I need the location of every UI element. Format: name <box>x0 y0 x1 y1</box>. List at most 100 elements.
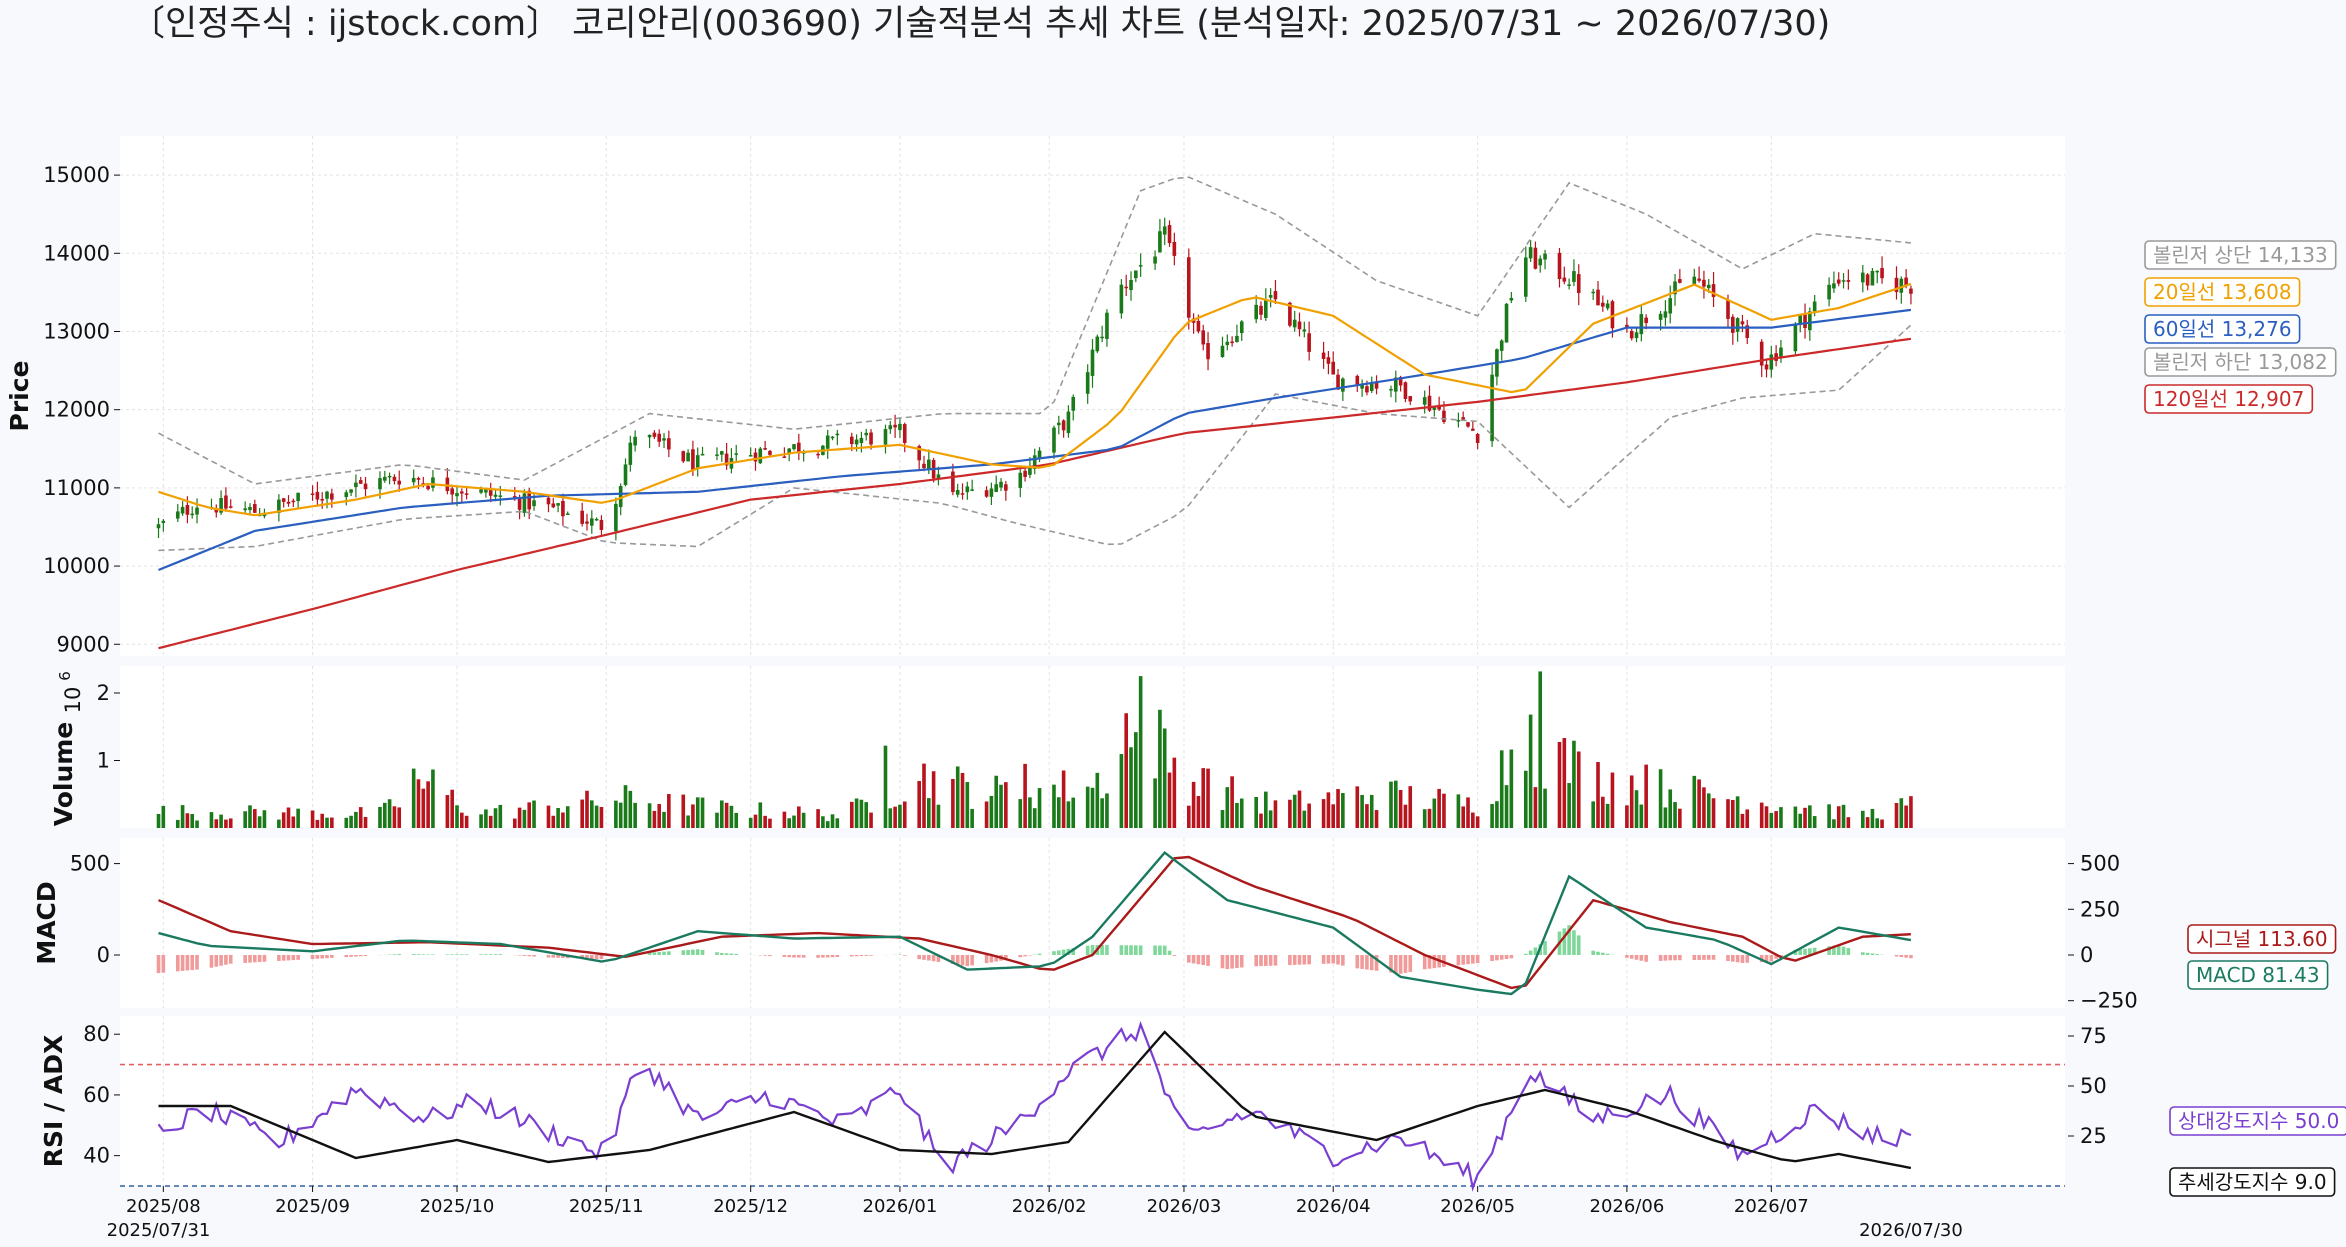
candle-body <box>835 433 840 436</box>
volume-bar <box>1321 799 1326 828</box>
volume-bar <box>1827 804 1831 828</box>
candle-body <box>455 493 459 497</box>
macd-histogram-bar <box>320 954 325 959</box>
candle-body <box>1697 278 1701 281</box>
volume-bar <box>951 778 955 828</box>
candle-body <box>1220 345 1225 358</box>
volume-bar <box>1793 806 1798 828</box>
volume-bar <box>1105 793 1109 828</box>
candle-body <box>1726 299 1730 319</box>
volume-bar <box>1225 787 1230 828</box>
macd-histogram-bar <box>156 954 161 974</box>
macd-histogram-bar <box>1499 954 1504 960</box>
volume-bar <box>1557 742 1562 828</box>
volume-bar <box>883 745 888 828</box>
volume-bar <box>1466 797 1470 828</box>
volume-bar <box>821 816 825 828</box>
candle-body <box>1321 352 1326 359</box>
macd-histogram-bar <box>1543 941 1547 955</box>
macd-histogram-bar <box>681 950 686 955</box>
volume-bar <box>758 802 763 828</box>
candle-body <box>792 444 796 450</box>
candle-body <box>1365 386 1369 393</box>
macd-histogram-bar <box>1288 954 1292 966</box>
x-tick-label: 2026/04 <box>1296 1196 1371 1217</box>
candle-body <box>1634 332 1639 339</box>
macd-histogram-bar <box>1836 945 1841 955</box>
candle-body <box>546 497 551 505</box>
macd-histogram-bar <box>1673 954 1677 961</box>
macd-histogram-bar <box>1572 930 1576 955</box>
candle-body <box>1264 299 1268 318</box>
macd-histogram-bar <box>1769 954 1774 962</box>
volume-bar <box>1663 807 1668 828</box>
candle-body <box>363 483 368 490</box>
macd-histogram-bar <box>931 954 936 962</box>
volume-bar <box>1389 781 1393 828</box>
macd-histogram-bar <box>955 954 960 965</box>
macd-histogram-bar <box>1158 945 1162 955</box>
macd-histogram-bar <box>310 954 315 960</box>
candle-body <box>1119 284 1124 314</box>
candle-body <box>715 454 719 456</box>
rsi-legend-item-box <box>2169 1106 2346 1136</box>
macd-histogram-bar <box>1803 948 1807 955</box>
candle-body <box>898 423 902 431</box>
candle-body <box>1037 450 1042 459</box>
macd-histogram-bar <box>1706 954 1711 960</box>
price-tick-label: 15000 <box>43 163 110 187</box>
volume-bar <box>695 797 700 828</box>
macd-histogram-bar <box>498 954 503 955</box>
volume-bar <box>652 810 657 828</box>
candle-body <box>1172 241 1177 256</box>
candle-body <box>286 501 291 504</box>
volume-bar <box>1803 807 1807 828</box>
macd-histogram-bar <box>970 954 974 966</box>
volume-bar <box>715 812 719 828</box>
candle-body <box>1663 311 1668 318</box>
volume-bar <box>1894 803 1899 828</box>
candle-body <box>1629 331 1634 339</box>
candle-body <box>411 477 416 483</box>
macd-histogram-bar <box>917 954 921 960</box>
candle-body <box>1731 316 1735 333</box>
macd-histogram-bar <box>1865 952 1870 955</box>
macd-histogram-bar <box>219 954 223 966</box>
rsi-adx-axis-title: RSI / ADX <box>39 1035 68 1167</box>
candle-body <box>1153 256 1157 264</box>
rsi-tick-label: 80 <box>83 1022 110 1046</box>
candle-body <box>628 442 633 465</box>
candle-body <box>1105 312 1109 339</box>
macd-histogram-bar <box>1302 954 1307 965</box>
candle-body <box>748 455 753 457</box>
macd-histogram-bar <box>1528 950 1533 955</box>
candle-body <box>1562 277 1567 282</box>
volume-bar <box>1769 812 1774 828</box>
volume-bar <box>1167 772 1172 828</box>
volume-bar <box>1119 754 1124 828</box>
macd-histogram-bar <box>315 954 320 959</box>
candle-body <box>1196 320 1201 332</box>
volume-bar <box>551 815 556 828</box>
adx-right-tick-label: 75 <box>2080 1024 2107 1048</box>
macd-histogram-bar <box>1206 954 1210 966</box>
candle-body <box>1374 382 1379 389</box>
volume-bar <box>1567 783 1571 828</box>
macd-histogram-bar <box>455 954 459 955</box>
candle-body <box>1239 321 1244 334</box>
macd-histogram-bar <box>1239 954 1244 968</box>
volume-bar <box>1759 802 1764 828</box>
macd-histogram-bar <box>1085 945 1090 955</box>
candle-body <box>1360 384 1364 389</box>
volume-bar <box>1355 786 1360 828</box>
macd-histogram-bar <box>1533 947 1538 955</box>
candle-body <box>1100 336 1104 339</box>
macd-histogram-bar <box>1225 954 1230 970</box>
macd-histogram-bar <box>1894 954 1899 957</box>
candle-body <box>277 499 281 513</box>
volume-bar <box>1186 805 1191 828</box>
candle-body <box>763 448 767 450</box>
macd-histogram-bar <box>1196 954 1201 965</box>
macd-histogram-bar <box>1731 954 1735 962</box>
